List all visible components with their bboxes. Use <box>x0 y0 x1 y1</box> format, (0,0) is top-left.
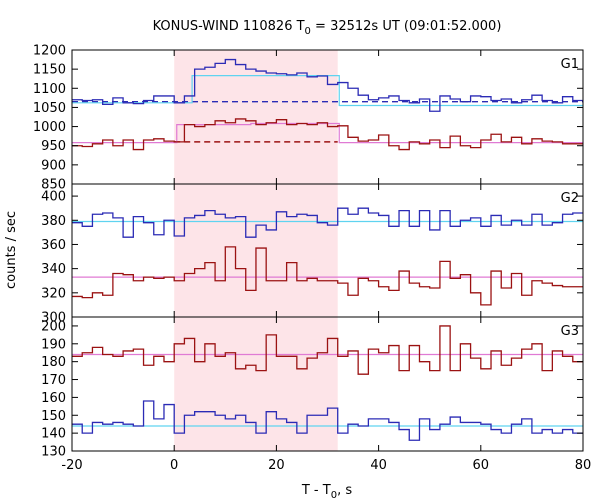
x-tick-label: 20 <box>268 458 285 473</box>
x-tick-label: 80 <box>575 458 592 473</box>
panel-g1: 850 900 950 1000 1050 1100 1150 1200 G1 <box>33 44 584 193</box>
histogram-series-blue <box>72 207 583 238</box>
y-tick-label: 140 <box>41 427 66 442</box>
panel-g2: 300 320 340 360 380 400 G2 <box>41 183 584 326</box>
x-tick-label: 0 <box>170 458 178 473</box>
histogram-series-blue <box>72 58 583 112</box>
y-tick-label: 170 <box>41 373 66 388</box>
panel-label: G2 <box>561 191 579 206</box>
x-axis-label-subscript: 0 <box>331 490 337 500</box>
y-tick-label: 180 <box>41 355 66 370</box>
y-tick-label: 1150 <box>33 63 66 78</box>
y-tick-label: 1050 <box>33 101 66 116</box>
y-tick-label: 340 <box>41 262 66 277</box>
histogram-series-red <box>72 118 583 151</box>
chart-title-main: KONUS-WIND 110826 T <box>153 19 305 34</box>
histogram-series-blue <box>72 400 583 441</box>
x-axis-label-rest: , s <box>337 483 352 498</box>
x-tick-label: 60 <box>473 458 490 473</box>
y-tick-label: 190 <box>41 337 66 352</box>
y-tick-label: 130 <box>41 445 66 460</box>
y-tick-label: 360 <box>41 238 66 253</box>
fit-line-red_fit <box>72 122 583 144</box>
panel-g3: 130 140 150 160 170 180 190 200 -20 0 20 40 60 80 G3 <box>41 316 592 473</box>
y-tick-label: 160 <box>41 391 66 406</box>
y-tick-label: 1200 <box>33 44 66 59</box>
y-tick-label: 200 <box>41 319 66 334</box>
panel-label: G1 <box>561 57 579 72</box>
y-tick-label: 1100 <box>33 82 66 97</box>
panels: 850 900 950 1000 1050 1100 1150 1200 G1 300 320 340… <box>33 44 591 474</box>
chart-title: KONUS-WIND 110826 T0 = 32512s UT (09:01:… <box>153 19 502 37</box>
y-tick-label: 900 <box>41 158 66 173</box>
histogram-series-red <box>72 246 583 306</box>
y-tick-label: 320 <box>41 286 66 301</box>
burst-interval-shade <box>174 50 338 184</box>
y-tick-label: 380 <box>41 214 66 229</box>
x-axis-label-main: T - T <box>301 483 331 498</box>
y-axis-label: counts / sec <box>4 211 19 289</box>
panel-label: G3 <box>561 324 579 339</box>
y-tick-label: 400 <box>41 190 66 205</box>
chart-title-subscript: 0 <box>305 26 311 37</box>
chart-title-rest: = 32512s UT (09:01:52.000) <box>311 19 501 34</box>
histogram-series-red <box>72 325 583 375</box>
fit-line-blue_fit <box>72 75 583 107</box>
y-tick-label: 300 <box>41 311 66 326</box>
x-tick-label: -20 <box>61 458 82 473</box>
y-tick-label: 1000 <box>33 120 66 135</box>
y-tick-label: 850 <box>41 178 66 193</box>
panel-frame <box>71 316 584 452</box>
y-tick-label: 950 <box>41 139 66 154</box>
x-axis-label: T - T0, s <box>301 483 352 500</box>
x-tick-label: 40 <box>370 458 387 473</box>
y-tick-label: 150 <box>41 409 66 424</box>
